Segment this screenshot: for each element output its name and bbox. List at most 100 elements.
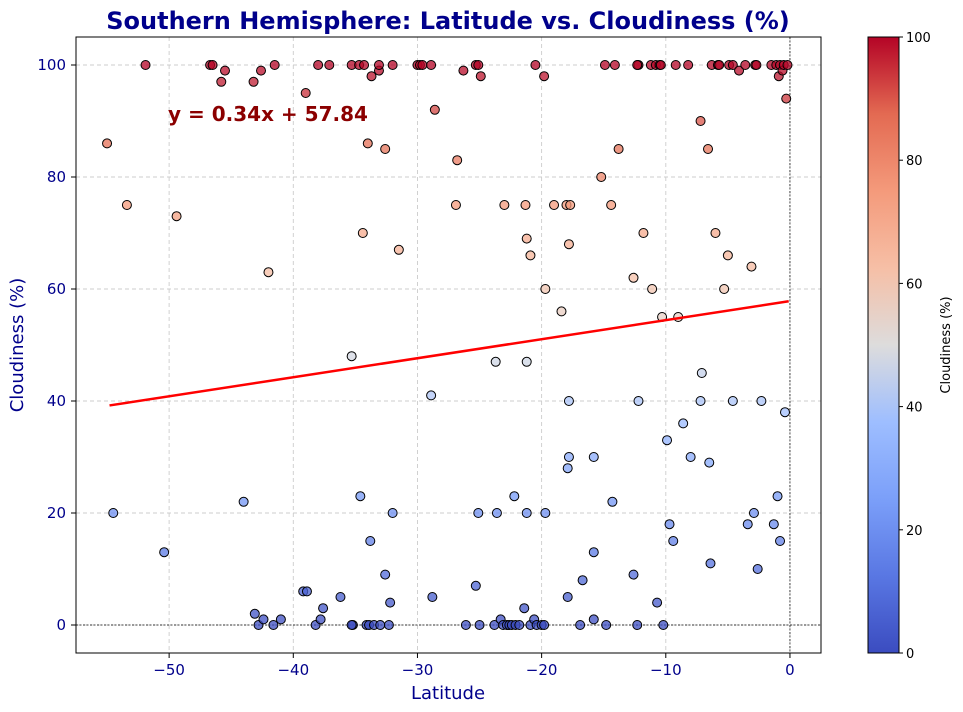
- x-axis-ticks: −50 −40 −30 −20 −10 0: [153, 653, 795, 679]
- y-tick-label: 80: [47, 168, 66, 186]
- data-point: [357, 228, 368, 238]
- data-point: [373, 60, 384, 70]
- x-tick-label: −10: [650, 661, 682, 679]
- data-point: [318, 603, 329, 614]
- data-point: [633, 396, 644, 406]
- data-point: [514, 620, 525, 630]
- data-point: [768, 519, 779, 530]
- data-point: [609, 60, 620, 70]
- data-point: [268, 620, 279, 630]
- data-point: [727, 396, 738, 406]
- data-point: [346, 351, 357, 362]
- data-point: [387, 508, 398, 518]
- data-point: [685, 452, 696, 462]
- data-point: [746, 261, 757, 272]
- y-tick-label: 20: [47, 504, 66, 522]
- data-point: [678, 418, 689, 429]
- data-point: [300, 88, 311, 98]
- data-point: [491, 508, 502, 518]
- data-point: [530, 60, 541, 70]
- data-point: [670, 60, 681, 70]
- data-point: [393, 244, 404, 255]
- data-point: [588, 452, 599, 462]
- data-point: [563, 396, 574, 406]
- data-point: [563, 239, 574, 250]
- data-point: [216, 76, 227, 87]
- x-tick-label: −50: [153, 661, 185, 679]
- data-point: [263, 267, 274, 278]
- data-point: [108, 508, 119, 518]
- data-point: [638, 228, 649, 238]
- data-point: [632, 60, 643, 70]
- data-point: [387, 60, 398, 70]
- colorbar-tick-label: 100: [906, 31, 931, 46]
- data-point: [779, 407, 790, 418]
- data-point: [519, 603, 530, 614]
- data-point: [664, 519, 675, 530]
- data-point: [596, 172, 607, 182]
- data-point: [375, 620, 386, 630]
- colorbar-tick-label: 20: [906, 524, 923, 539]
- data-point: [562, 592, 573, 602]
- data-point: [652, 597, 663, 608]
- data-point: [521, 356, 532, 367]
- data-point: [520, 200, 531, 210]
- data-point: [301, 586, 312, 597]
- data-point: [362, 138, 373, 149]
- data-point: [607, 496, 618, 507]
- x-tick-label: −20: [526, 661, 558, 679]
- data-points: [102, 60, 793, 630]
- data-point: [474, 620, 485, 630]
- x-axis-label: Latitude: [411, 683, 485, 704]
- data-point: [426, 390, 437, 401]
- regression-line: [109, 300, 789, 407]
- colorbar: [867, 36, 900, 654]
- colorbar-tick-label: 60: [906, 277, 923, 292]
- y-axis-label: Cloudiness (%): [7, 278, 28, 413]
- data-point: [695, 396, 706, 406]
- data-point: [781, 93, 792, 104]
- data-point: [588, 547, 599, 558]
- y-tick-label: 100: [37, 56, 66, 74]
- data-point: [473, 508, 484, 518]
- data-point: [525, 250, 536, 261]
- data-point: [748, 508, 759, 518]
- regression-layer: [109, 300, 789, 407]
- data-point: [315, 614, 326, 625]
- data-point: [751, 60, 762, 70]
- reference-lines: [76, 37, 821, 653]
- data-point: [714, 60, 725, 70]
- data-point: [429, 104, 440, 115]
- data-point: [171, 211, 182, 222]
- data-point: [556, 306, 567, 317]
- data-point: [490, 356, 501, 367]
- colorbar-tick-label: 0: [906, 647, 914, 662]
- data-point: [140, 60, 151, 70]
- data-point: [613, 144, 624, 154]
- data-point: [662, 435, 673, 446]
- data-point: [383, 620, 394, 630]
- data-point: [705, 558, 716, 569]
- x-tick-label: −30: [402, 661, 434, 679]
- data-point: [458, 65, 469, 76]
- data-point: [521, 508, 532, 518]
- data-point: [628, 569, 639, 580]
- data-point: [782, 60, 793, 70]
- colorbar-tick-label: 80: [906, 154, 923, 169]
- data-point: [220, 65, 230, 76]
- data-point: [628, 272, 639, 283]
- data-point: [248, 76, 259, 87]
- data-point: [722, 250, 733, 261]
- data-point: [719, 284, 730, 294]
- data-point: [335, 592, 346, 602]
- data-point: [417, 60, 428, 70]
- y-tick-label: 60: [47, 280, 66, 298]
- data-point: [365, 536, 376, 546]
- data-point: [346, 620, 357, 630]
- data-point: [499, 200, 510, 210]
- data-point: [775, 536, 786, 546]
- data-point: [577, 575, 588, 586]
- data-point: [601, 620, 612, 630]
- data-point: [540, 284, 551, 294]
